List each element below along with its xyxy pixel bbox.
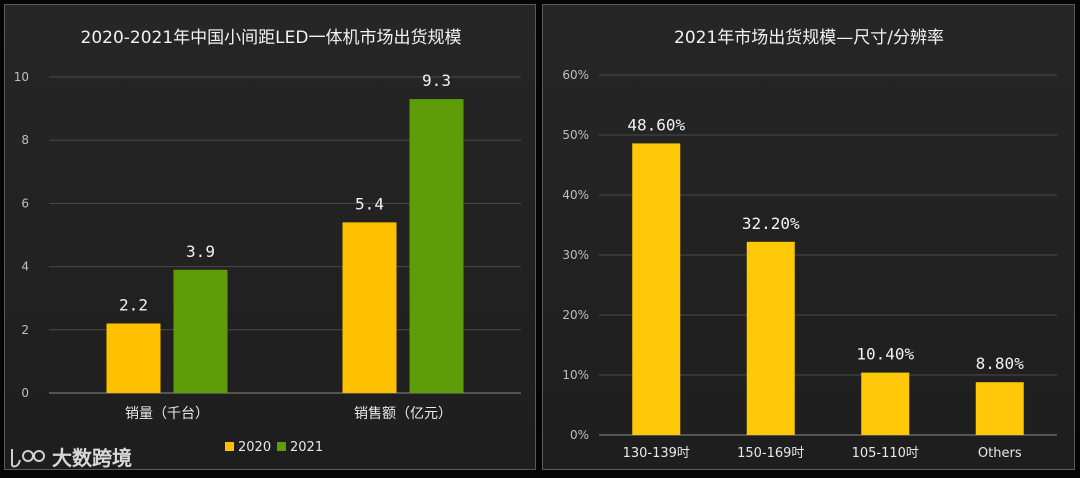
chart-left-svg: 2020-2021年中国小间距LED一体机市场出货规模 0 2 4 6 8 10 销量（千… (14, 28, 521, 455)
x-category-label: 105-110吋 (852, 446, 919, 461)
x-category-label: 150-169吋 (737, 446, 804, 461)
data-label: 3.9 (186, 242, 215, 261)
data-label: 9.3 (422, 71, 451, 90)
y-tick-label-left: 4 (21, 260, 29, 274)
data-label: 32.20% (742, 214, 800, 233)
x-category-label: Others (978, 446, 1022, 461)
y-tick-label-right: 40% (562, 188, 589, 202)
bar-2021 (173, 269, 228, 393)
data-label: 10.40% (856, 345, 914, 364)
brand-logo-icon (11, 449, 45, 468)
data-label: 2.2 (119, 295, 148, 314)
legend-swatch-2020 (225, 442, 234, 451)
chart-left-title: 2020-2021年中国小间距LED一体机市场出货规模 (81, 28, 462, 48)
x-category-label: 销售额（亿元） (354, 406, 452, 422)
legend-label-2020: 2020 (238, 440, 271, 455)
chart-right-svg: 2021年市场出货规模—尺寸/分辨率 0%10%20%30%40%50%60% … (562, 28, 1057, 461)
watermark-text: 大数跨境 (52, 446, 132, 470)
bar-2020 (342, 222, 397, 393)
y-tick-label-right: 30% (562, 248, 589, 262)
y-tick-label-right: 20% (562, 308, 589, 322)
y-tick-label-right: 10% (562, 368, 589, 382)
bar-2021 (409, 99, 464, 394)
bar-size (746, 241, 795, 435)
chart-right-title: 2021年市场出货规模—尺寸/分辨率 (674, 28, 944, 48)
y-tick-label-left: 10 (14, 70, 29, 84)
y-tick-label-left: 6 (21, 196, 29, 210)
y-tick-label-right: 0% (570, 428, 589, 442)
legend-swatch-2021 (277, 442, 286, 451)
data-label: 48.60% (627, 115, 685, 134)
y-tick-label-left: 0 (21, 386, 29, 400)
bar-size (861, 372, 910, 435)
bar-size (632, 143, 681, 435)
x-category-label: 销量（千台） (125, 406, 209, 422)
data-label: 5.4 (355, 194, 384, 213)
chart-panel-right: 2021年市场出货规模—尺寸/分辨率 0% 10% 20% 30% 40% 50% 60% … (542, 4, 1075, 470)
x-category-label: 130-139吋 (623, 446, 690, 461)
chart-panel-left: 2020-2021年中国小间距LED一体机市场出货规模 0 2 4 6 8 10 销量（千… (4, 4, 536, 470)
y-tick-label-right: 50% (562, 128, 589, 142)
bar-size (975, 382, 1024, 435)
watermark: 大数跨境 (11, 446, 132, 470)
legend-label-2021: 2021 (290, 440, 323, 455)
data-label: 8.80% (976, 354, 1025, 373)
bar-2020 (106, 323, 161, 393)
y-tick-label-left: 8 (21, 133, 29, 147)
y-tick-label-left: 2 (21, 323, 29, 337)
y-tick-label-right: 60% (562, 68, 589, 82)
